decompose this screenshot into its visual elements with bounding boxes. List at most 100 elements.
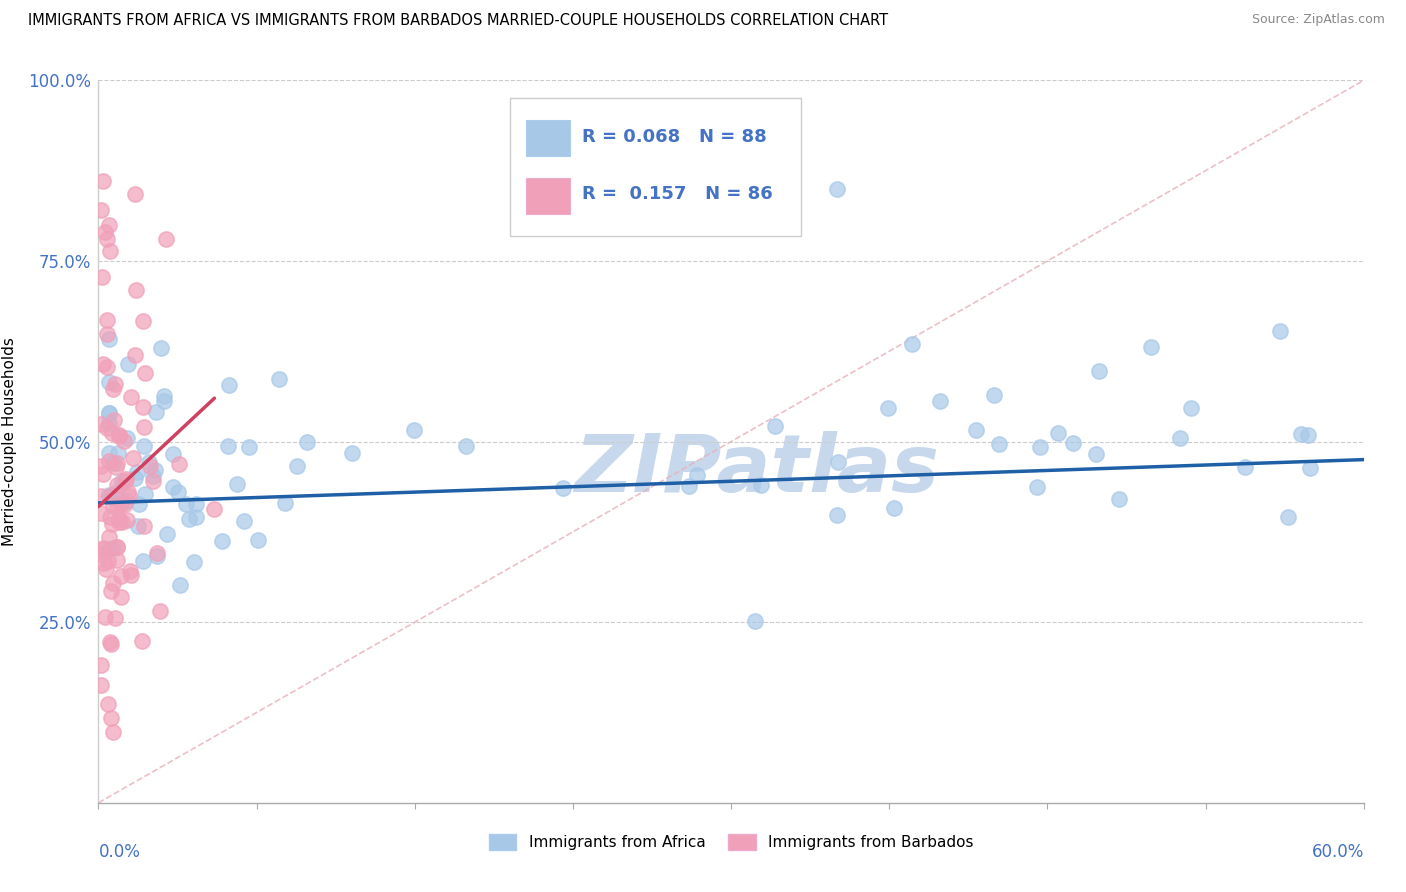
Point bbox=[105, 484, 128, 499]
Point bbox=[103, 456, 125, 470]
Point bbox=[143, 463, 166, 477]
Point bbox=[1029, 440, 1052, 454]
Point bbox=[118, 489, 141, 503]
Point bbox=[93, 225, 117, 239]
Point bbox=[131, 633, 153, 648]
Point bbox=[98, 510, 121, 524]
Point bbox=[233, 514, 256, 528]
Point bbox=[744, 614, 766, 628]
Point bbox=[404, 423, 426, 437]
Point bbox=[124, 187, 146, 202]
Point bbox=[101, 488, 124, 502]
Point bbox=[117, 358, 139, 372]
Point bbox=[125, 283, 148, 297]
Point bbox=[98, 375, 121, 389]
Text: Source: ZipAtlas.com: Source: ZipAtlas.com bbox=[1251, 13, 1385, 27]
Point bbox=[100, 583, 122, 598]
Point bbox=[825, 182, 848, 196]
Point bbox=[103, 413, 125, 427]
Point bbox=[166, 484, 188, 499]
Point bbox=[90, 548, 112, 562]
Point bbox=[174, 497, 197, 511]
Point bbox=[91, 174, 114, 188]
Point bbox=[98, 488, 121, 502]
Point bbox=[134, 366, 156, 380]
Point bbox=[96, 313, 118, 327]
Point bbox=[217, 439, 239, 453]
Point bbox=[91, 269, 114, 284]
Point bbox=[118, 564, 141, 578]
Point bbox=[900, 336, 922, 351]
Point bbox=[115, 493, 138, 508]
Point bbox=[162, 446, 184, 460]
Point bbox=[91, 541, 114, 555]
Point bbox=[1180, 401, 1202, 416]
Point bbox=[139, 458, 162, 473]
Point bbox=[120, 390, 142, 404]
Point bbox=[104, 610, 127, 624]
Point bbox=[124, 348, 146, 362]
Bar bbox=[526, 120, 571, 156]
Point bbox=[96, 327, 118, 342]
Point bbox=[101, 499, 124, 513]
Point bbox=[1233, 459, 1256, 474]
Point bbox=[97, 697, 120, 711]
Point bbox=[90, 203, 112, 218]
Point bbox=[101, 541, 124, 556]
Point bbox=[110, 474, 132, 488]
Point bbox=[98, 244, 121, 258]
Point bbox=[100, 711, 122, 725]
Point bbox=[131, 314, 153, 328]
Point bbox=[295, 435, 318, 450]
Point bbox=[1168, 432, 1191, 446]
Point bbox=[105, 500, 128, 515]
Point bbox=[1277, 509, 1299, 524]
Point bbox=[97, 554, 120, 568]
Point bbox=[90, 658, 112, 673]
Point bbox=[97, 530, 120, 544]
Point bbox=[928, 394, 950, 409]
Point bbox=[97, 454, 120, 468]
Text: R = 0.068   N = 88: R = 0.068 N = 88 bbox=[582, 128, 766, 145]
Point bbox=[965, 423, 987, 437]
Point bbox=[90, 489, 112, 503]
Point bbox=[127, 465, 149, 479]
Point bbox=[983, 388, 1005, 402]
Point bbox=[1298, 428, 1320, 442]
Point bbox=[169, 577, 191, 591]
Point bbox=[93, 556, 115, 570]
Point bbox=[686, 468, 709, 483]
Point bbox=[100, 637, 122, 651]
Point bbox=[226, 476, 249, 491]
Point bbox=[96, 421, 118, 435]
Text: R =  0.157   N = 86: R = 0.157 N = 86 bbox=[582, 186, 772, 203]
Point bbox=[142, 469, 165, 483]
Point bbox=[104, 377, 127, 392]
Point bbox=[101, 576, 124, 591]
Point bbox=[101, 724, 124, 739]
Point bbox=[107, 428, 129, 442]
Point bbox=[120, 567, 142, 582]
Point bbox=[177, 511, 200, 525]
Point bbox=[108, 515, 131, 529]
Point bbox=[105, 540, 128, 554]
Point bbox=[98, 445, 121, 459]
Point bbox=[1299, 460, 1322, 475]
Point bbox=[152, 389, 174, 403]
Text: 0.0%: 0.0% bbox=[98, 843, 141, 861]
Point bbox=[149, 604, 172, 618]
Point bbox=[93, 610, 115, 624]
Point bbox=[90, 678, 112, 692]
Point bbox=[90, 458, 112, 473]
Point bbox=[107, 446, 129, 460]
Point bbox=[108, 428, 131, 442]
Point bbox=[110, 590, 132, 604]
Point bbox=[155, 232, 177, 246]
Point bbox=[108, 512, 131, 526]
Point bbox=[91, 467, 114, 482]
Point bbox=[115, 431, 138, 445]
Point bbox=[988, 437, 1011, 451]
Point bbox=[90, 506, 112, 520]
Point bbox=[110, 497, 132, 511]
Point bbox=[1062, 436, 1084, 450]
